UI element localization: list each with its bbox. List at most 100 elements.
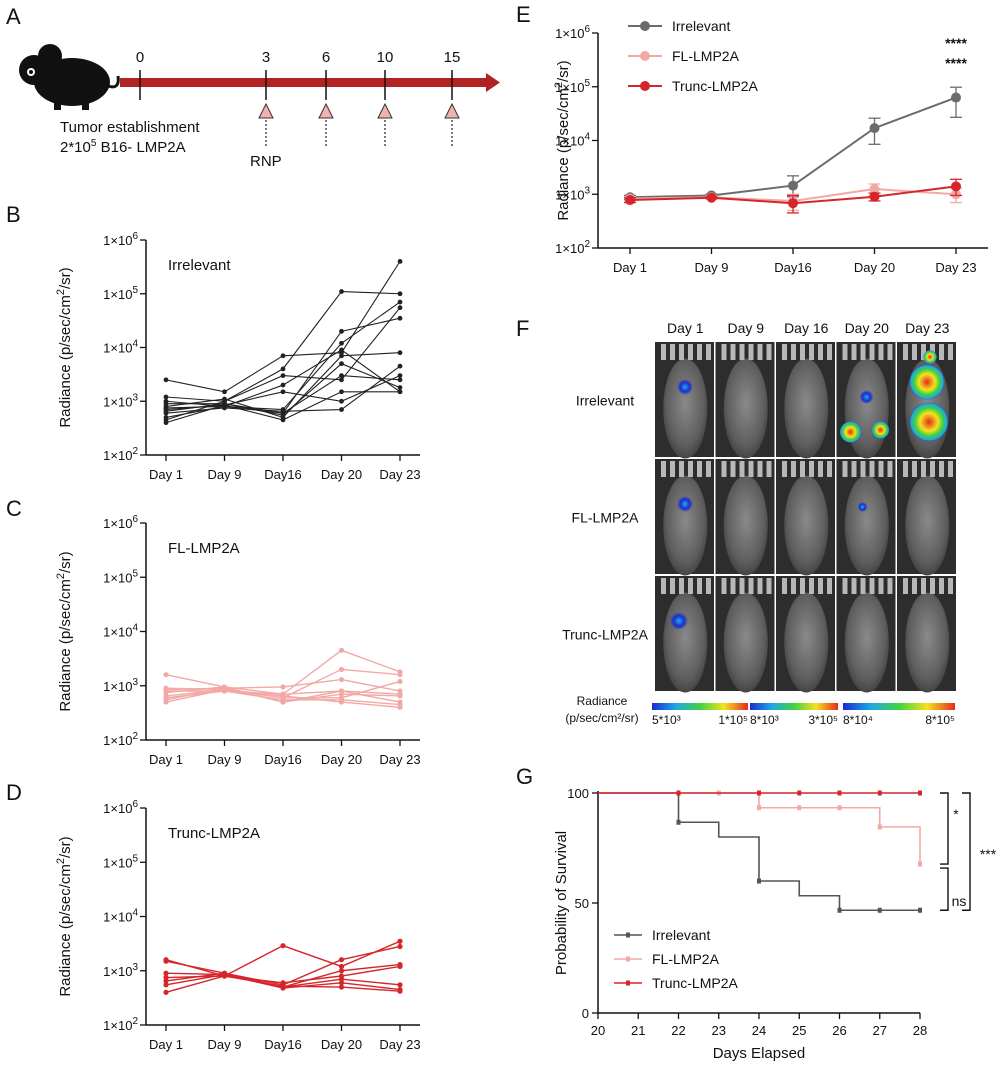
image-clip — [842, 461, 848, 477]
image-clip — [869, 578, 875, 594]
mouse-image-cell — [897, 459, 956, 576]
data-point — [397, 305, 403, 311]
mouse-body — [723, 592, 768, 693]
image-clip — [912, 578, 917, 594]
y-tick-label-base: 1×10 — [555, 80, 584, 95]
data-point — [397, 704, 403, 710]
signal-spot — [677, 379, 693, 395]
image-clip — [782, 578, 787, 594]
image-clip — [939, 461, 944, 477]
x-tick-label: Day 9 — [208, 1037, 242, 1052]
panel-letter-a: A — [6, 4, 21, 29]
signal-spot — [677, 496, 693, 512]
x-tick-label: Day 9 — [695, 260, 729, 275]
image-clip — [948, 578, 953, 594]
x-tick-label: Day 20 — [321, 752, 362, 767]
data-point — [163, 989, 169, 995]
data-point — [163, 410, 169, 416]
mouse-image-cell — [655, 459, 714, 576]
mouse-image-cell — [655, 342, 714, 459]
x-tick-label: Day16 — [264, 752, 302, 767]
image-clip — [800, 578, 805, 594]
data-point — [280, 943, 286, 949]
data-point — [397, 291, 403, 297]
legend-marker — [626, 980, 630, 986]
legend-label: Irrelevant — [672, 18, 730, 34]
data-point — [869, 123, 880, 134]
image-clip — [921, 461, 926, 477]
image-clip — [679, 461, 684, 477]
data-point — [338, 963, 345, 970]
data-point — [338, 666, 345, 673]
image-clip — [730, 461, 736, 477]
y-tick-label: 1×102 — [103, 1016, 138, 1033]
legend-marker — [626, 932, 630, 938]
x-tick-label: Day 1 — [149, 467, 183, 482]
imaging-column-label: Day 20 — [845, 320, 890, 336]
image-clip — [661, 578, 666, 594]
y-axis-label-exp: 2 — [55, 858, 67, 864]
significance-bracket — [962, 792, 971, 911]
x-tick-label: Day 23 — [935, 260, 976, 275]
x-tick-label: Day 1 — [613, 260, 647, 275]
x-tick-label: Day 23 — [379, 467, 420, 482]
image-clip — [661, 461, 666, 477]
survival-step-line — [598, 792, 920, 912]
image-clip — [827, 578, 832, 594]
x-tick-label: 23 — [712, 1023, 726, 1038]
mouse-body — [844, 592, 889, 693]
imaging-row-label: Irrelevant — [576, 393, 634, 409]
legend-label: FL-LMP2A — [672, 48, 740, 64]
data-point — [222, 402, 227, 408]
image-clip — [921, 344, 926, 360]
censor-mark — [757, 878, 761, 884]
y-axis-label-main: Radiance (p/sec/cm — [57, 295, 74, 428]
y-tick-label: 1×105 — [103, 568, 138, 585]
y-tick-label-base: 1×10 — [103, 733, 132, 748]
y-tick-label-exp: 2 — [584, 239, 590, 250]
image-clip — [706, 344, 711, 360]
y-axis-label: Radiance (p/sec/cm2/sr) — [55, 551, 74, 711]
legend-marker — [640, 21, 650, 31]
y-tick-label-base: 1×10 — [103, 625, 132, 640]
y-tick-label-base: 1×10 — [103, 801, 132, 816]
color-scale-min: 8*10⁴ — [843, 713, 873, 727]
timeline-tick-label: 6 — [322, 49, 330, 66]
signal-spot — [909, 364, 945, 400]
image-clip — [887, 578, 893, 594]
image-clip — [748, 578, 754, 594]
significance-bracket — [940, 867, 949, 911]
x-tick-label: Day 1 — [149, 1037, 183, 1052]
x-tick-label: Day 20 — [321, 1037, 362, 1052]
y-tick-label: 100 — [567, 786, 589, 801]
y-axis-label-exp: 2 — [55, 289, 67, 295]
image-clip — [757, 344, 763, 360]
data-point — [339, 361, 344, 367]
legend-marker — [640, 81, 650, 91]
y-tick-label-exp: 6 — [132, 514, 138, 525]
image-clip — [730, 578, 736, 594]
image-clip — [903, 344, 908, 360]
rnp-label: RNP — [250, 153, 282, 170]
y-tick-label-base: 1×10 — [103, 964, 132, 979]
x-tick-label: Day 23 — [379, 752, 420, 767]
radiance-label: Radiance — [577, 694, 628, 708]
image-clip — [791, 578, 796, 594]
panel-letter-g: G — [516, 764, 533, 789]
data-point — [163, 699, 169, 705]
image-clip — [800, 344, 805, 360]
image-clip — [739, 578, 745, 594]
x-tick-label: 22 — [671, 1023, 685, 1038]
y-tick-label-base: 1×10 — [103, 516, 132, 531]
signal-spot — [909, 402, 949, 442]
image-clip — [757, 461, 763, 477]
y-axis-label: Radiance (p/sec/cm2/sr) — [553, 60, 572, 220]
x-tick-label: 25 — [792, 1023, 806, 1038]
y-axis-label-exp: 2 — [55, 573, 67, 579]
injection-arrow — [318, 102, 334, 119]
signal-spot — [857, 502, 868, 512]
legend-label: Trunc-LMP2A — [672, 78, 759, 94]
